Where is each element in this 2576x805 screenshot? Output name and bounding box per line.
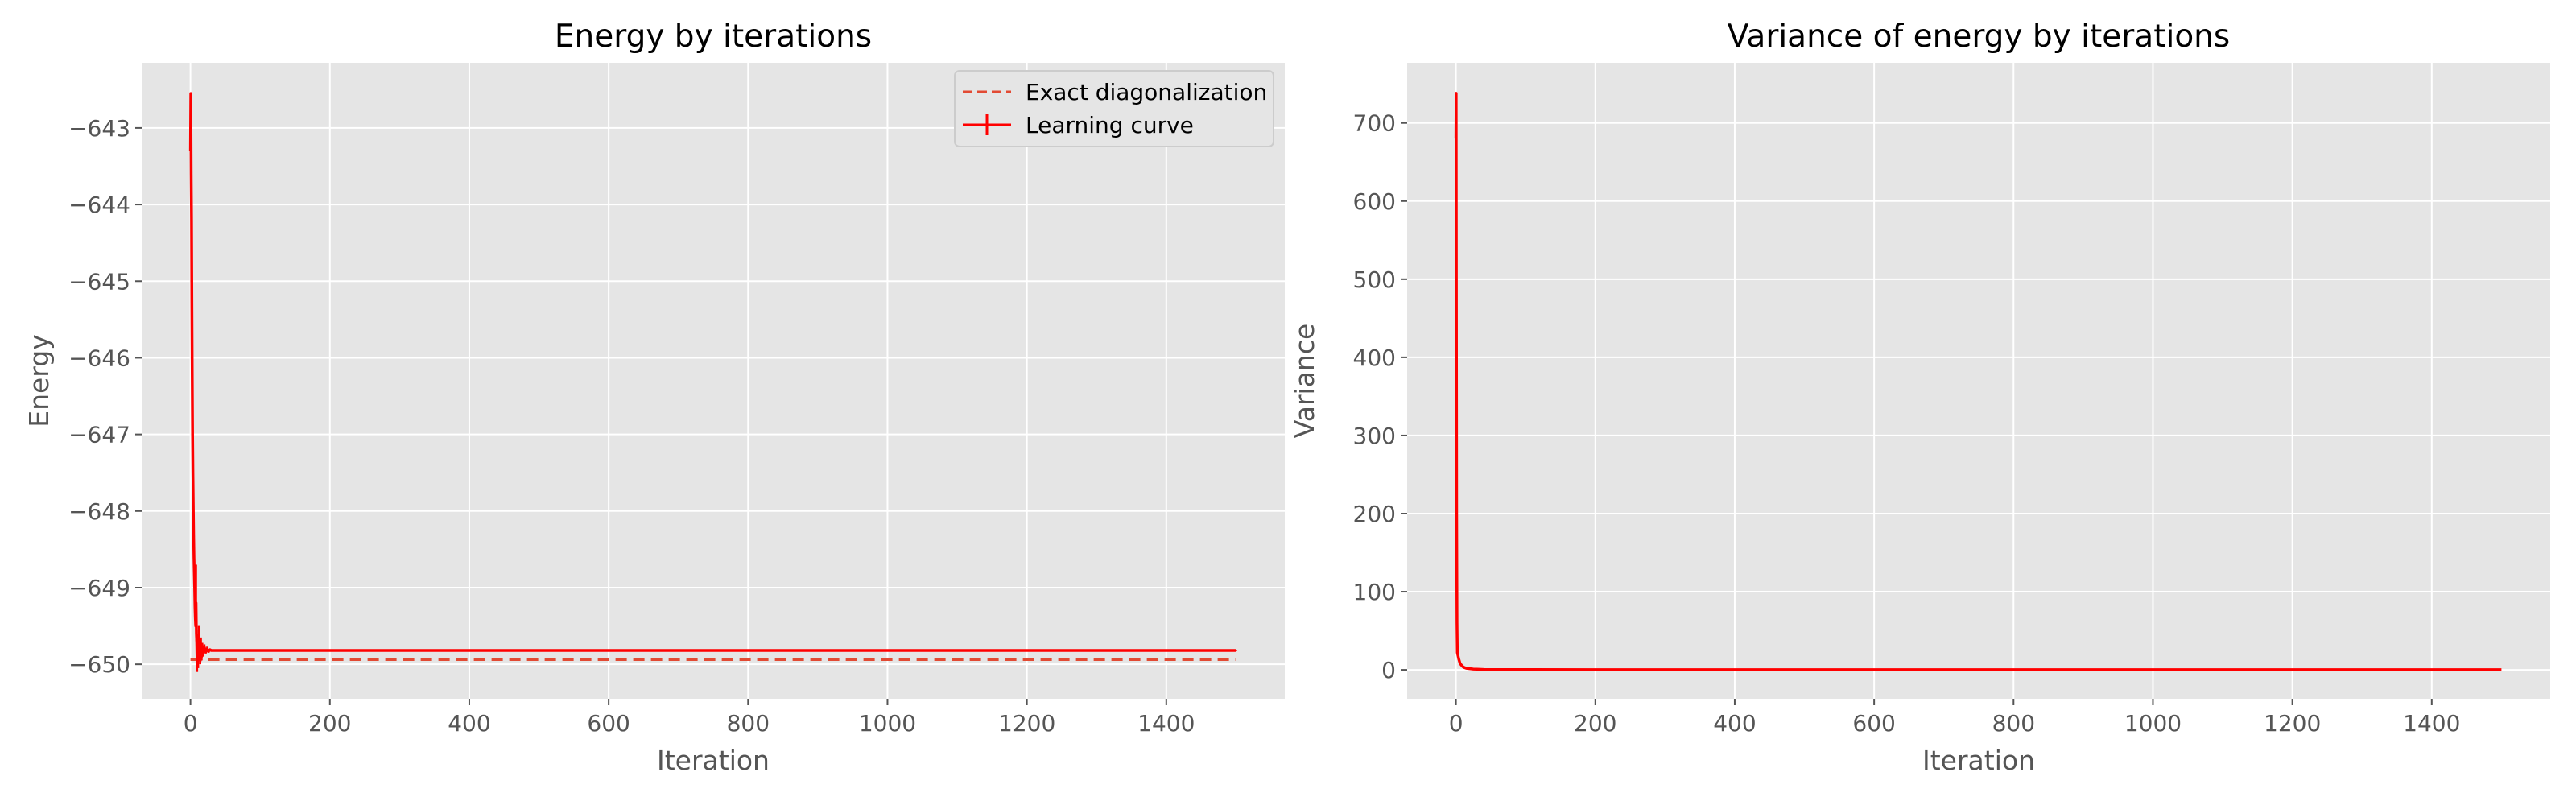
variance-x-tick-label: 400	[1713, 710, 1756, 737]
variance-x-tick-label: 800	[1992, 710, 2035, 737]
variance-series-line-0	[1454, 92, 2502, 671]
variance-series	[1454, 92, 2502, 671]
energy-y-tick-label: −645	[68, 268, 130, 295]
variance-y-tick-label: 0	[1381, 657, 1396, 683]
variance-y-tick-label: 400	[1353, 345, 1396, 371]
energy-chart-title: Energy by iterations	[555, 19, 872, 55]
variance-x-tick-label: 200	[1574, 710, 1616, 737]
energy-x-ticks: 0 200 400 600 800 1000 1200 1400	[184, 699, 1195, 737]
energy-x-tick-label: 1400	[1137, 710, 1195, 737]
energy-x-tick-label: 1200	[998, 710, 1055, 737]
energy-x-axis-label: Iteration	[657, 745, 770, 776]
energy-y-tick-label: −643	[68, 115, 130, 142]
variance-y-tick-label: 700	[1353, 110, 1396, 137]
energy-y-tick-label: −648	[68, 498, 130, 525]
energy-grid	[142, 63, 1285, 699]
variance-x-ticks: 0 200 400 600 800 1000 1200 1400	[1449, 699, 2460, 737]
variance-y-tick-label: 100	[1353, 579, 1396, 605]
energy-y-tick-label: −650	[68, 651, 130, 678]
variance-x-tick-label: 1200	[2264, 710, 2321, 737]
variance-plot-area	[1407, 63, 2550, 699]
variance-chart-title: Variance of energy by iterations	[1728, 19, 2230, 55]
energy-series	[188, 92, 1237, 672]
energy-y-tick-label: −649	[68, 575, 130, 601]
energy-x-tick-label: 400	[448, 710, 490, 737]
energy-x-tick-label: 800	[727, 710, 770, 737]
energy-x-tick-label: 600	[587, 710, 630, 737]
variance-y-tick-label: 600	[1353, 188, 1396, 215]
legend-entry-learning-curve: Learning curve	[1026, 112, 1194, 138]
variance-x-tick-label: 1400	[2403, 710, 2460, 737]
variance-x-tick-label: 1000	[2124, 710, 2182, 737]
energy-y-tick-label: −647	[68, 422, 130, 448]
variance-y-tick-label: 500	[1353, 266, 1396, 293]
energy-y-axis-label: Energy	[23, 334, 55, 427]
variance-y-tick-label: 300	[1353, 423, 1396, 449]
variance-y-axis-label: Variance	[1289, 324, 1320, 439]
energy-legend: Exact diagonalization Learning curve	[954, 70, 1274, 147]
energy-plot-area	[142, 63, 1285, 699]
variance-chart: 0 200 400 600 800 1000 1200 1400 0 100 200 300 400 5…	[1289, 19, 2550, 776]
energy-y-tick-label: −644	[68, 192, 130, 218]
variance-x-tick-label: 0	[1449, 710, 1463, 737]
legend-box	[954, 70, 1274, 147]
variance-x-tick-label: 600	[1852, 710, 1895, 737]
energy-chart: 0 200 400 600 800 1000 1200 1400 −650−649−648−6…	[23, 19, 1285, 776]
energy-x-tick-label: 1000	[859, 710, 916, 737]
energy-y-tick-label: −646	[68, 345, 130, 371]
variance-y-ticks: 0 100 200 300 400 500 600 700	[1353, 110, 1407, 683]
legend-entry-exact-diagonalization: Exact diagonalization	[1026, 79, 1267, 105]
energy-x-tick-label: 200	[308, 710, 351, 737]
energy-x-tick-label: 0	[184, 710, 198, 737]
energy-y-ticks: −650 −649 −648 −647 −646 −645 −644 −643	[68, 115, 142, 678]
variance-x-axis-label: Iteration	[1922, 745, 2035, 776]
variance-y-tick-label: 200	[1353, 501, 1396, 527]
